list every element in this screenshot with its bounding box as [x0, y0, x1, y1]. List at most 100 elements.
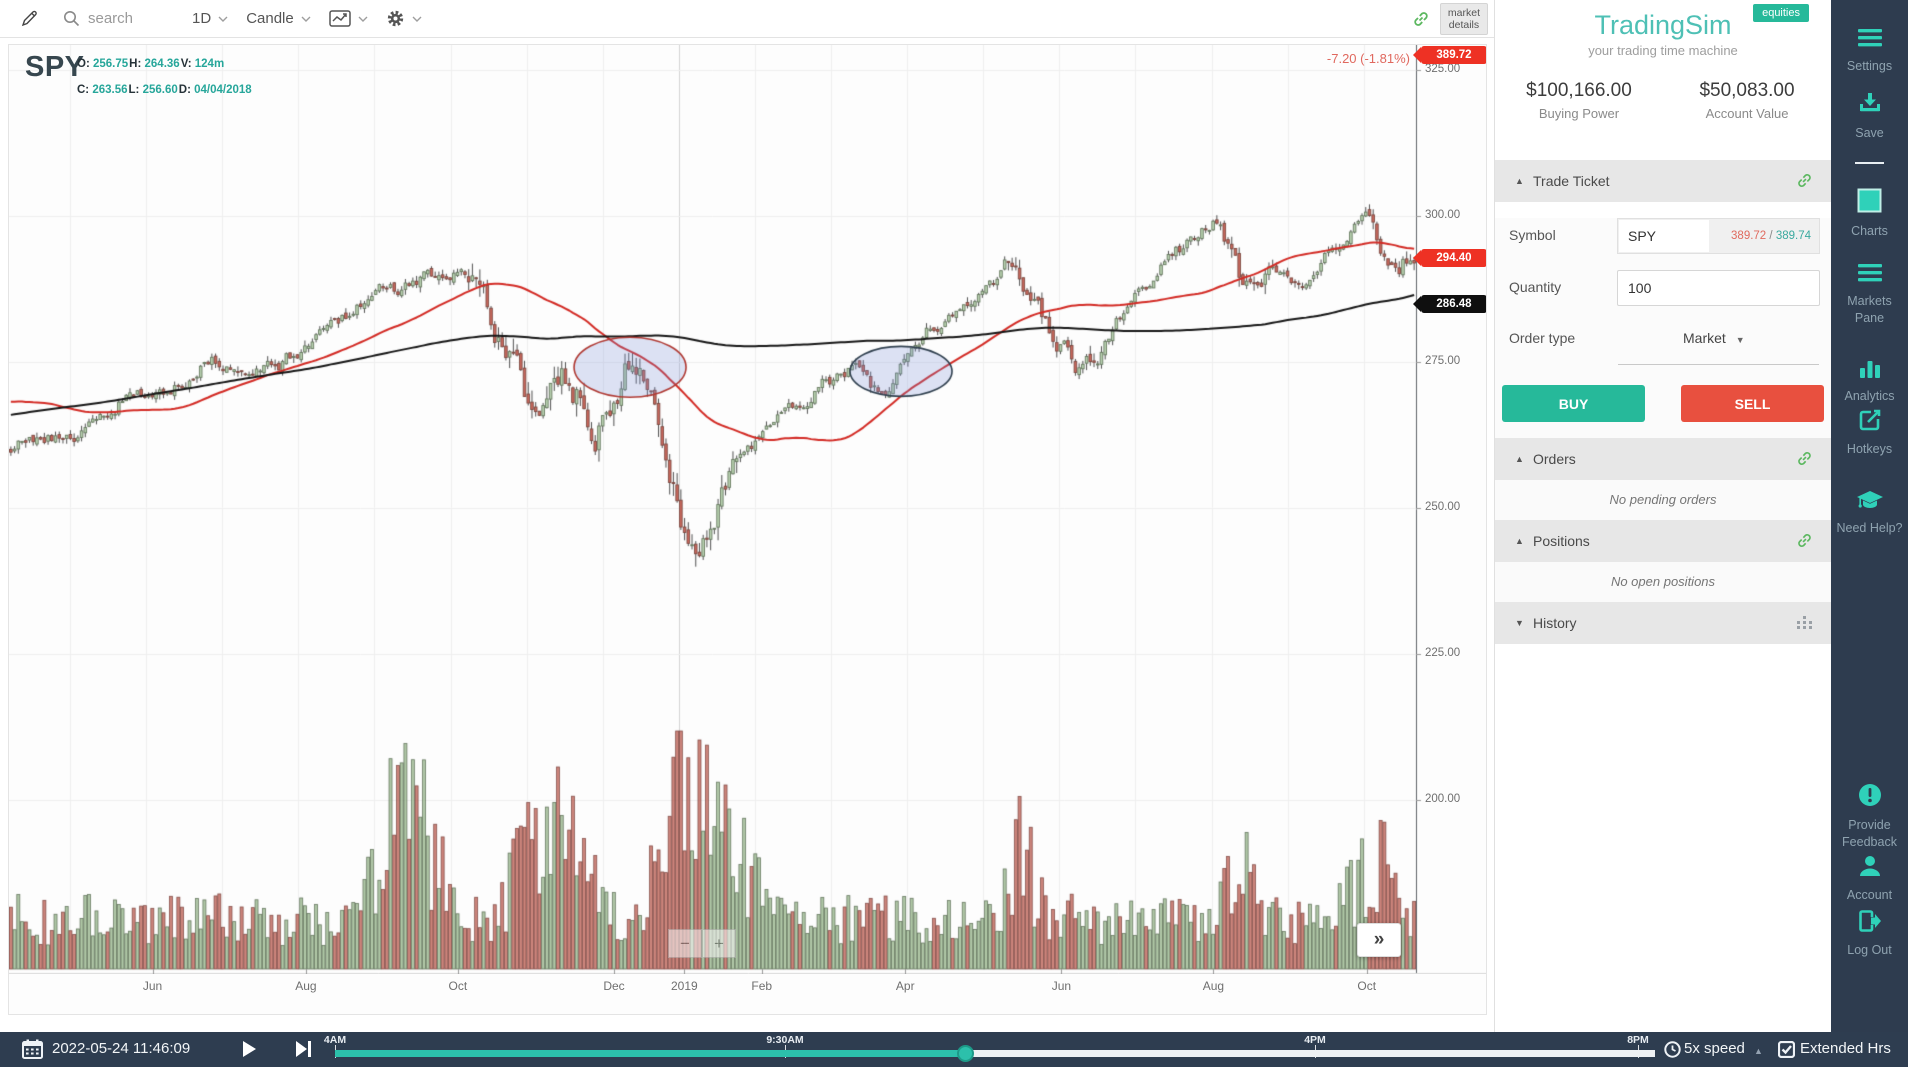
- x-axis-tick-label: Dec: [603, 979, 625, 993]
- chevron-down-icon: [358, 16, 368, 22]
- buying-power-label: Buying Power: [1538, 106, 1620, 121]
- price-tag: 389.72: [1413, 46, 1486, 64]
- link-icon[interactable]: [1796, 450, 1813, 467]
- step-forward-icon-bar: [308, 1041, 311, 1057]
- draw-tools-button[interactable]: [20, 9, 39, 28]
- x-axis-tick-label: Feb: [751, 979, 773, 993]
- order-type-value: Market: [1683, 330, 1726, 346]
- zoom-out-button[interactable]: −: [668, 929, 702, 958]
- quantity-input[interactable]: [1617, 270, 1820, 306]
- market-details-button[interactable]: market details: [1439, 2, 1488, 36]
- extended-hours-label[interactable]: Extended Hrs: [1800, 1040, 1891, 1057]
- nav-charts[interactable]: Charts: [1831, 188, 1908, 240]
- quantity-label: Quantity: [1509, 279, 1562, 295]
- interval-dropdown[interactable]: 1D: [192, 10, 228, 27]
- buying-power-value: $100,166.00: [1526, 80, 1632, 101]
- buy-button[interactable]: BUY: [1502, 385, 1645, 422]
- buying-power: $100,166.00 Buying Power: [1495, 80, 1663, 121]
- positions-empty-state: No open positions: [1495, 562, 1831, 602]
- link-icon[interactable]: [1412, 10, 1430, 28]
- log-out-icon: [1858, 910, 1881, 932]
- price-chart-canvas[interactable]: [9, 45, 1486, 974]
- x-axis-tick-label: Aug: [1202, 979, 1225, 993]
- market-details-line1: market: [1447, 6, 1480, 19]
- nav-markets-pane-label: Markets Pane: [1847, 294, 1892, 325]
- symbol-input[interactable]: [1619, 220, 1709, 252]
- main-nav: Settings Save Charts Markets Pane Analyt…: [1831, 0, 1908, 1032]
- sidebar-header: TradingSim your trading time machine equ…: [1495, 0, 1831, 152]
- history-header[interactable]: ▼ History: [1495, 602, 1831, 644]
- chevron-down-icon: ▼: [1735, 335, 1745, 345]
- gear-icon: [387, 10, 403, 27]
- legend-symbol: SPY: [25, 51, 85, 83]
- nav-need-help-label: Need Help?: [1836, 521, 1903, 535]
- calendar-icon[interactable]: [22, 1039, 43, 1059]
- nav-hotkeys[interactable]: Hotkeys: [1831, 409, 1908, 458]
- price-tag: 286.48: [1413, 295, 1486, 313]
- hotkeys-edit-icon: [1859, 409, 1880, 431]
- feedback-alert-icon: [1858, 784, 1881, 806]
- chart-type-label: Candle: [246, 10, 294, 27]
- x-axis-tick-label: Aug: [295, 979, 317, 993]
- app-tagline: your trading time machine: [1588, 43, 1738, 58]
- orders-header[interactable]: ▲ Orders: [1495, 438, 1831, 480]
- y-axis-tick-label: 200.00: [1425, 793, 1461, 805]
- nav-charts-label: Charts: [1851, 224, 1888, 238]
- nav-provide-feedback-label: Provide Feedback: [1842, 818, 1897, 849]
- price-change-text: -7.20 (-1.81%): [1326, 51, 1410, 66]
- trade-ticket-header[interactable]: ▲ Trade Ticket: [1495, 160, 1831, 202]
- history-title: History: [1533, 615, 1577, 631]
- y-axis-tick-label: 300.00: [1425, 209, 1461, 221]
- speed-selector[interactable]: 5x speed: [1684, 1040, 1745, 1057]
- chart-type-dropdown[interactable]: Candle: [246, 10, 311, 27]
- nav-settings[interactable]: Settings: [1831, 28, 1908, 75]
- nav-log-out[interactable]: Log Out: [1831, 910, 1908, 959]
- timeline-remaining[interactable]: [968, 1050, 1655, 1057]
- timeline-time-label: 4AM: [323, 1034, 347, 1046]
- extended-hours-checkbox[interactable]: [1778, 1041, 1795, 1058]
- nav-need-help[interactable]: Need Help?: [1831, 490, 1908, 537]
- y-axis-tick-label: 225.00: [1425, 647, 1461, 659]
- x-axis-tick-label: 2019: [671, 979, 698, 993]
- graduation-cap-icon: [1856, 491, 1883, 508]
- price-tag: 294.40: [1413, 249, 1486, 267]
- ask-price: 389.74: [1775, 230, 1811, 242]
- pencil-icon: [21, 10, 37, 27]
- account-value-value: $50,083.00: [1699, 80, 1795, 101]
- nav-markets-pane[interactable]: Markets Pane: [1831, 263, 1908, 327]
- trade-ticket-body: Symbol 389.72 / 389.74 Quantity Order ty…: [1495, 218, 1831, 438]
- equities-badge: equities: [1753, 4, 1809, 22]
- orders-empty-state: No pending orders: [1495, 480, 1831, 520]
- nav-hotkeys-label: Hotkeys: [1846, 442, 1893, 456]
- nav-account[interactable]: Account: [1831, 855, 1908, 904]
- sim-datetime[interactable]: 2022-05-24 11:46:09: [52, 1040, 191, 1057]
- settings-icon: [1857, 29, 1882, 47]
- nav-provide-feedback[interactable]: Provide Feedback: [1831, 783, 1908, 851]
- order-type-select[interactable]: Market ▼: [1683, 330, 1745, 346]
- scroll-to-latest-button[interactable]: »: [1357, 923, 1401, 957]
- history-grid-icon[interactable]: [1797, 616, 1813, 630]
- y-axis-tick-label: 250.00: [1425, 501, 1461, 513]
- y-axis-tick-label: 325.00: [1425, 63, 1461, 75]
- nav-analytics[interactable]: Analytics: [1831, 358, 1908, 405]
- markets-pane-icon: [1857, 264, 1882, 282]
- step-forward-button[interactable]: [296, 1041, 312, 1057]
- positions-header[interactable]: ▲ Positions: [1495, 520, 1831, 562]
- link-icon[interactable]: [1796, 172, 1813, 189]
- chart-settings-dropdown[interactable]: [386, 9, 422, 28]
- timeline-thumb[interactable]: [957, 1045, 974, 1062]
- zoom-in-button[interactable]: +: [702, 929, 736, 958]
- search-input[interactable]: [88, 10, 174, 27]
- play-button[interactable]: [243, 1041, 256, 1057]
- timeline-progress[interactable]: [335, 1050, 968, 1057]
- symbol-search[interactable]: [63, 10, 174, 27]
- indicators-dropdown[interactable]: [328, 10, 368, 27]
- ohlc-legend: SPY: [25, 51, 85, 84]
- search-icon: [64, 11, 80, 27]
- sell-button[interactable]: SELL: [1681, 385, 1824, 422]
- link-icon[interactable]: [1796, 532, 1813, 549]
- collapse-caret-icon: ▲: [1515, 536, 1524, 546]
- collapse-caret-icon: ▲: [1515, 176, 1524, 186]
- nav-save[interactable]: Save: [1831, 93, 1908, 142]
- ohlc-legend-values: O: 256.75H: 264.36V: 124m C: 263.56L: 256…: [77, 51, 497, 103]
